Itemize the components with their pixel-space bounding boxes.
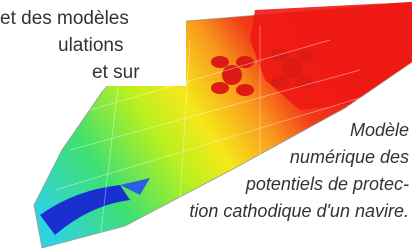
body-line: et des modèles xyxy=(0,8,129,29)
caption-line: potentiels de protec- xyxy=(245,174,409,194)
page: et des modèles ulations et sur Modèle nu… xyxy=(0,0,412,252)
caption-line: Modèle xyxy=(350,120,409,140)
body-line: et sur xyxy=(92,62,140,83)
figure: et des modèles ulations et sur Modèle nu… xyxy=(0,0,412,252)
caption-line: tion cathodique d'un navire. xyxy=(189,201,409,221)
body-line: ulations xyxy=(58,35,124,56)
caption-line: numérique des xyxy=(290,147,409,167)
